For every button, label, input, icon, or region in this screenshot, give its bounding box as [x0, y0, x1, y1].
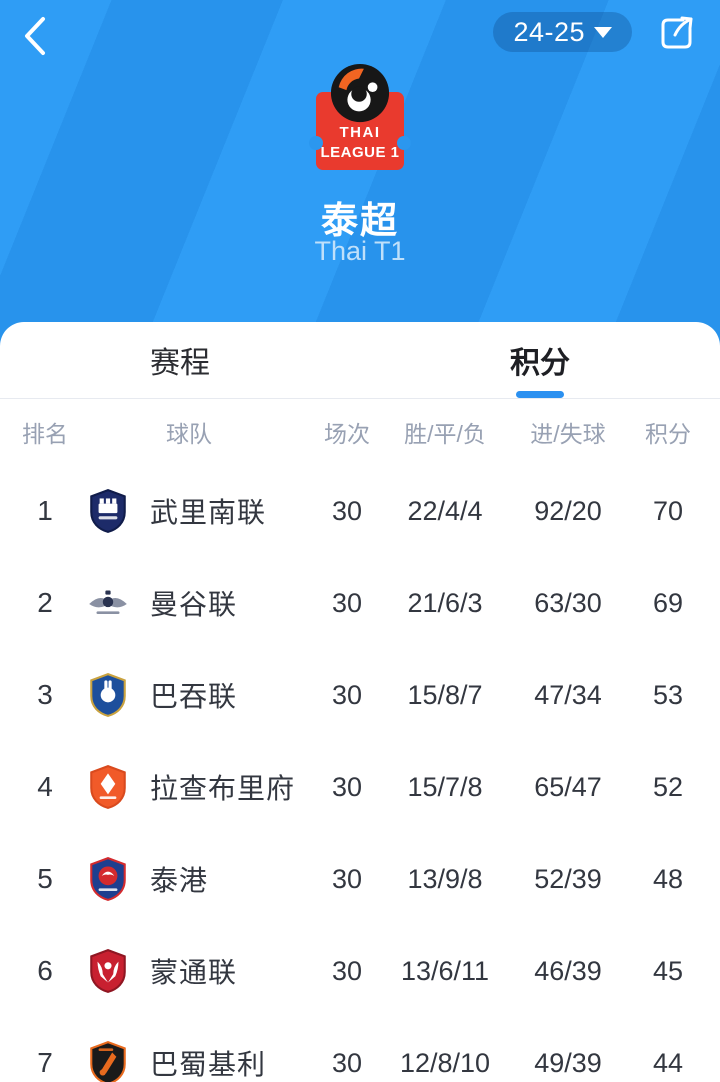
tab-indicator [516, 391, 564, 398]
rank: 5 [37, 863, 53, 894]
team-name: 蒙通联 [150, 957, 238, 988]
content-card: 赛程 积分 排名 球队 场次 胜/平/负 进/失球 积分 1 [0, 322, 720, 1082]
played: 30 [331, 495, 363, 526]
goals-for-against: 47/34 [534, 679, 602, 710]
team-name: 曼谷联 [150, 589, 238, 620]
team-logo [70, 580, 146, 626]
table-header: 排名 球队 场次 胜/平/负 进/失球 积分 [0, 399, 720, 465]
back-button[interactable] [14, 10, 62, 58]
goals-for-against: 65/47 [534, 771, 602, 802]
page-subtitle: Thai T1 [314, 236, 406, 266]
win-draw-loss: 15/7/8 [407, 771, 483, 802]
points: 45 [652, 955, 684, 986]
played: 30 [331, 863, 363, 894]
page-title: 泰超 [321, 200, 399, 241]
team-name: 武里南联 [150, 497, 267, 528]
played: 30 [331, 587, 363, 618]
rank: 2 [37, 587, 53, 618]
win-draw-loss: 12/8/10 [399, 1047, 491, 1078]
tab-bar: 赛程 积分 [0, 322, 720, 399]
team-name: 泰港 [150, 865, 209, 896]
table-row[interactable]: 7 巴蜀基利 30 12/8/10 49/39 44 [0, 1017, 720, 1082]
goals-for-against: 92/20 [534, 495, 602, 526]
win-draw-loss: 13/9/8 [407, 863, 483, 894]
col-points: 积分 [645, 421, 691, 447]
table-row[interactable]: 3 巴吞联 30 15/8/7 47/34 53 [0, 649, 720, 741]
col-wdl: 胜/平/负 [404, 421, 486, 447]
league-header: 24-25 THAI LEAGUE 1 泰超 [0, 0, 720, 340]
table-row[interactable]: 2 曼谷联 30 21/6/3 63/30 69 [0, 557, 720, 649]
team-logo [70, 948, 146, 994]
goals-for-against: 63/30 [534, 587, 602, 618]
points: 70 [652, 495, 684, 526]
season-selector[interactable]: 24-25 [493, 12, 632, 52]
chevron-down-icon [594, 26, 612, 38]
tab-schedule[interactable]: 赛程 [0, 322, 360, 398]
col-team: 球队 [166, 421, 212, 447]
table-row[interactable]: 5 泰港 30 13/9/8 52/39 48 [0, 833, 720, 925]
league-logo-text-1: THAI [339, 124, 381, 141]
points: 53 [652, 679, 684, 710]
share-icon [661, 16, 693, 49]
team-logo [70, 488, 146, 534]
season-label: 24-25 [513, 16, 585, 47]
points: 69 [652, 587, 684, 618]
rank: 3 [37, 679, 53, 710]
rank: 4 [37, 771, 53, 802]
rank: 7 [37, 1047, 53, 1078]
table-row[interactable]: 4 拉查布里府 30 15/7/8 65/47 52 [0, 741, 720, 833]
team-logo [70, 1040, 146, 1082]
table-row[interactable]: 1 武里南联 30 22/4/4 92/20 70 [0, 465, 720, 557]
table-row[interactable]: 6 蒙通联 30 13/6/11 46/39 45 [0, 925, 720, 1017]
team-logo [70, 764, 146, 810]
tab-schedule-label: 赛程 [150, 347, 210, 380]
chevron-left-icon [25, 17, 45, 55]
team-name: 巴吞联 [150, 681, 238, 712]
points: 44 [652, 1047, 684, 1078]
win-draw-loss: 13/6/11 [400, 955, 490, 986]
points: 48 [652, 863, 684, 894]
points: 52 [652, 771, 684, 802]
col-played: 场次 [324, 421, 370, 447]
played: 30 [331, 955, 363, 986]
team-logo [70, 856, 146, 902]
goals-for-against: 52/39 [534, 863, 602, 894]
col-goals: 进/失球 [530, 421, 606, 447]
goals-for-against: 49/39 [534, 1047, 602, 1078]
team-logo [70, 672, 146, 718]
win-draw-loss: 21/6/3 [407, 587, 483, 618]
goals-for-against: 46/39 [534, 955, 602, 986]
rank: 6 [37, 955, 53, 986]
share-button[interactable] [656, 12, 698, 54]
team-name: 拉查布里府 [150, 773, 296, 804]
played: 30 [331, 771, 363, 802]
played: 30 [331, 679, 363, 710]
col-rank: 排名 [22, 421, 68, 447]
league-logo-text-2: LEAGUE 1 [320, 144, 400, 161]
win-draw-loss: 15/8/7 [407, 679, 483, 710]
tab-standings-label: 积分 [510, 347, 570, 380]
tab-standings[interactable]: 积分 [360, 322, 720, 398]
win-draw-loss: 22/4/4 [407, 495, 483, 526]
team-name: 巴蜀基利 [150, 1049, 267, 1080]
league-logo-emblem [330, 63, 390, 123]
played: 30 [331, 1047, 363, 1078]
rank: 1 [37, 495, 53, 526]
